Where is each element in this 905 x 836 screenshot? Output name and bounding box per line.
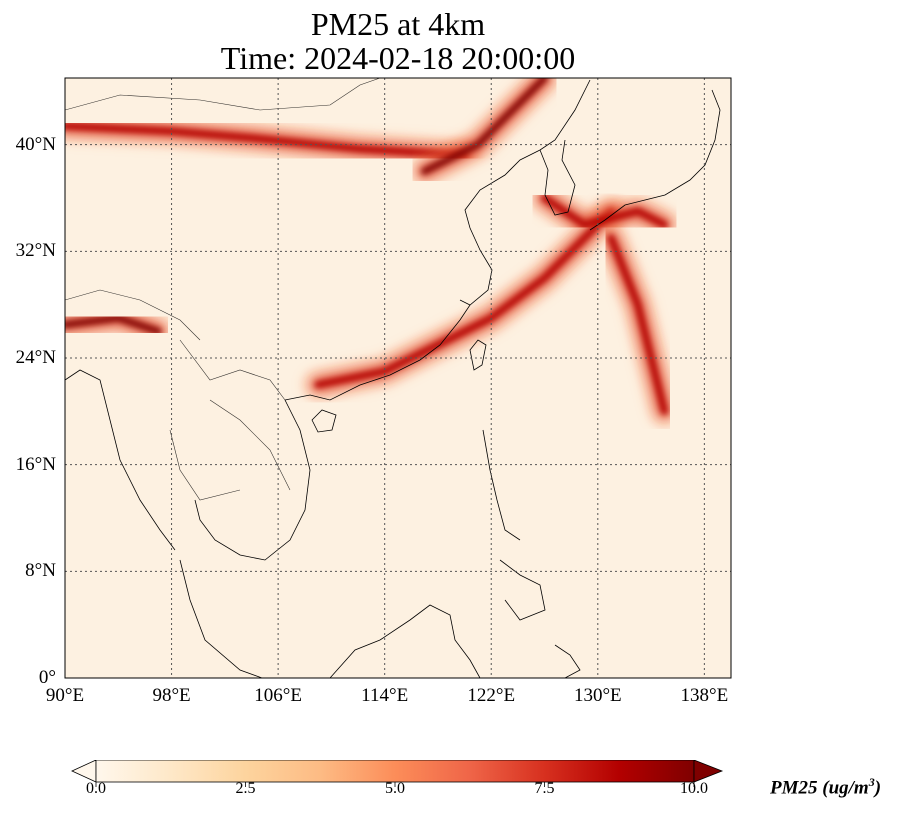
y-tick-label: 16°N (15, 453, 56, 475)
colorbar-extend-high (693, 760, 724, 783)
colorbar-extend-low (71, 760, 97, 783)
plume-northeast-band (421, 78, 548, 175)
border-north (65, 78, 381, 111)
border-himalaya (65, 289, 201, 341)
map-title-line2: Time: 2024-02-18 20:00:00 (220, 40, 576, 76)
x-tick-label: 122°E (467, 685, 516, 706)
colorbar-label-close: ) (874, 777, 882, 799)
y-tick-label: 40°N (15, 133, 56, 155)
china-coast (459, 79, 591, 306)
borneo (329, 604, 481, 678)
plume-pacific-plume (607, 234, 668, 415)
colorbar-label-sup: 3 (868, 775, 875, 789)
colorbar-label: PM25 (ug/m3) (770, 775, 881, 799)
bay-of-bengal-coast (65, 369, 176, 551)
y-tick-label: 8°N (25, 560, 56, 582)
plume-northern-band (65, 122, 469, 159)
hainan (311, 409, 337, 433)
pm25-map (64, 77, 732, 679)
y-tick-label: 32°N (15, 240, 56, 262)
colorbar-tick-label: 2.5 (235, 780, 256, 797)
colorbar (71, 760, 724, 787)
x-tick-label: 114°E (361, 685, 409, 706)
taiwan (469, 339, 487, 371)
sulawesi (554, 644, 581, 678)
indochina-coast (194, 399, 311, 561)
philippines-mindanao (499, 559, 546, 621)
colorbar-body (95, 760, 695, 783)
border-indochina (179, 339, 286, 401)
y-tick-label: 24°N (15, 347, 56, 368)
korea-peninsula (539, 139, 576, 216)
coastlines (65, 79, 721, 678)
x-tick-label: 90°E (45, 685, 85, 706)
colorbar-label-text: PM25 (ug/m (770, 777, 869, 799)
japan-islands (589, 89, 721, 231)
south-china-coast (284, 304, 471, 401)
y-tick-label: 0° (38, 667, 56, 688)
x-tick-label: 98°E (152, 685, 191, 706)
colorbar-tick-label: 10.0 (680, 780, 708, 797)
philippines-luzon (482, 429, 521, 541)
map-frame (64, 77, 732, 679)
plume-korea-japan (541, 194, 668, 229)
colorbar-tick-label: 7.5 (534, 780, 555, 797)
malay-coast (179, 559, 263, 678)
colorbar-tick-label: 0.0 (86, 780, 106, 797)
x-tick-label: 138°E (680, 685, 729, 706)
x-tick-label: 106°E (254, 685, 302, 706)
x-tick-label: 130°E (573, 685, 622, 706)
country-borders (65, 78, 381, 501)
border-thailand (169, 429, 241, 501)
colorbar-tick-label: 5.0 (385, 780, 405, 797)
plume-himalaya-band (65, 314, 162, 335)
map-title-line1: PM25 at 4km (310, 6, 486, 42)
border-laos (209, 399, 291, 491)
